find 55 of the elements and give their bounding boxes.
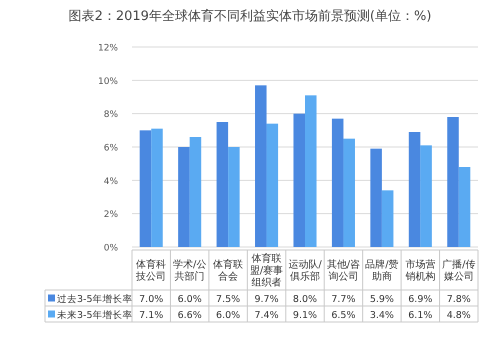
data-label: 9.1% (292, 310, 318, 321)
bar (382, 190, 394, 247)
data-label: 6.6% (178, 310, 202, 321)
data-label: 5.9% (370, 294, 394, 305)
bar (408, 132, 420, 247)
x-tick-label: 市场营销机构 (404, 258, 436, 282)
data-label: 7.7% (331, 294, 356, 305)
legend-label: 未来3-5年增长率 (57, 309, 133, 321)
chart-title: 图表2：2019年全球体育不同利益实体市场前景预测(单位：%) (68, 8, 432, 24)
y-tick-label: 4% (104, 176, 118, 187)
bar (343, 138, 355, 247)
bar (140, 130, 152, 247)
bar (420, 145, 432, 247)
legend-label: 过去3-5年增长率 (57, 293, 133, 305)
x-tick-label: 运动队/俱乐部 (288, 258, 322, 282)
bar (293, 114, 305, 247)
y-tick-label: 0% (104, 244, 118, 254)
bar (255, 85, 267, 247)
data-label: 7.0% (139, 294, 164, 305)
data-label: 6.9% (408, 294, 432, 305)
data-label: 6.0% (178, 294, 202, 305)
data-label: 6.0% (216, 310, 240, 321)
bar (447, 117, 459, 247)
data-label: 3.4% (370, 310, 394, 321)
x-tick-label: 体育联盟/赛事组织者 (250, 252, 284, 288)
bar (190, 137, 202, 247)
data-label: 9.7% (254, 294, 279, 305)
data-label: 7.8% (446, 294, 471, 305)
bar (332, 118, 344, 247)
x-tick-label: 学术/公共部门 (172, 258, 206, 282)
bar (151, 128, 163, 247)
x-tick-label: 体育科技公司 (135, 258, 166, 282)
data-label: 7.4% (254, 310, 279, 321)
y-tick-label: 10% (98, 76, 118, 87)
y-tick-label: 12% (98, 44, 118, 54)
y-tick-label: 6% (104, 144, 118, 154)
bar (216, 122, 228, 247)
data-label: 6.1% (408, 310, 432, 321)
x-tick-label: 品牌/赞助商 (365, 258, 399, 282)
y-tick-label: 2% (104, 210, 118, 220)
bar (266, 124, 278, 247)
bar (370, 148, 382, 247)
bar (458, 167, 470, 247)
y-tick-label: 8% (104, 110, 118, 120)
bar (228, 147, 240, 247)
bar (178, 147, 190, 247)
x-tick-label: 体育联合会 (213, 258, 244, 282)
x-tick-label: 广播/传媒公司 (442, 258, 476, 282)
data-label: 7.1% (139, 310, 164, 321)
data-label: 8.0% (292, 294, 318, 305)
data-label: 4.8% (446, 310, 471, 321)
data-label: 7.5% (216, 294, 240, 305)
data-label: 6.5% (331, 310, 356, 321)
x-tick-label: 其他/咨询公司 (326, 258, 360, 282)
bar (305, 95, 317, 247)
